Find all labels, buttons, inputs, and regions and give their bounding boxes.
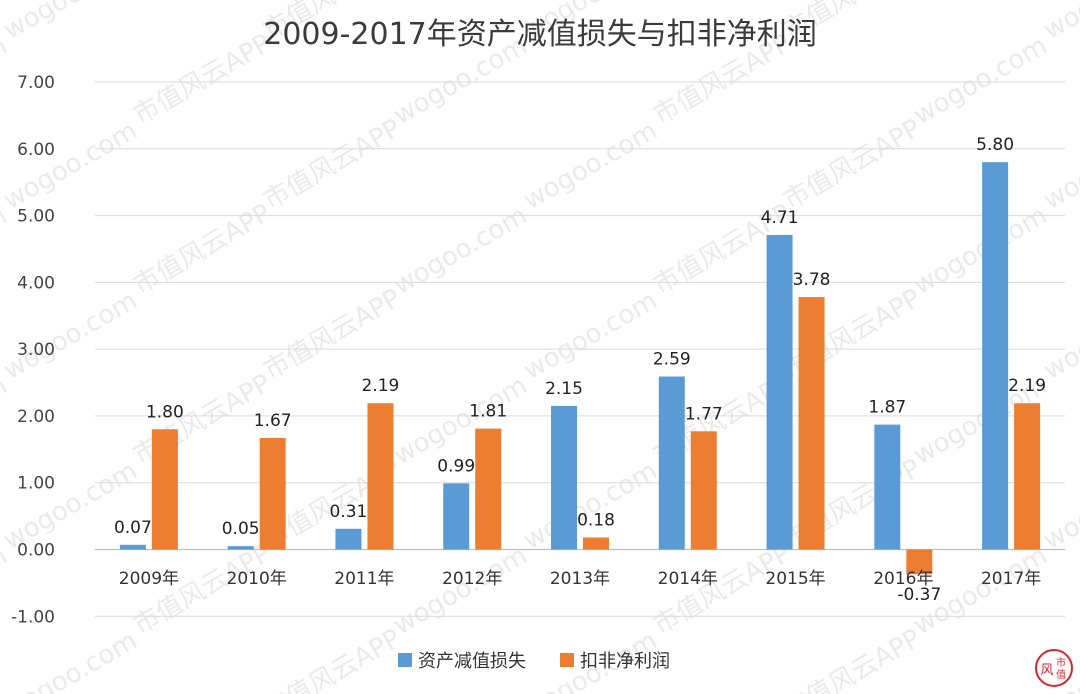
watermark-text: wogoo.com: [1039, 286, 1080, 386]
logo-seal-icon: 风 市 值: [1035, 649, 1073, 687]
bar-asset-impairment: [119, 544, 146, 550]
watermark-text: wogoo.com: [1039, 456, 1080, 556]
legend-swatch-asset-impairment: [398, 653, 412, 667]
bar-net-profit: [475, 428, 502, 550]
watermark-text: wogoo.com: [909, 31, 1053, 131]
svg-text:市: 市: [1056, 656, 1066, 669]
watermark-text: wogoo.com: [0, 31, 12, 131]
data-label: -0.37: [897, 585, 941, 605]
bar-asset-impairment: [227, 546, 254, 550]
watermark-text: wogoo.com: [519, 116, 663, 216]
bar-asset-impairment: [658, 376, 685, 550]
data-label: 0.05: [222, 519, 260, 539]
bar-asset-impairment: [982, 162, 1009, 550]
data-label: 5.80: [976, 135, 1014, 155]
legend-label-net-profit: 扣非净利润: [580, 651, 670, 672]
data-label: 0.18: [577, 510, 615, 530]
bar-net-profit: [798, 297, 825, 550]
x-tick-label: 2015年: [765, 569, 825, 589]
x-tick-label: 2011年: [334, 569, 394, 589]
data-label: 1.77: [685, 404, 723, 424]
data-label: 2.19: [1008, 376, 1046, 396]
data-label: 0.31: [330, 502, 368, 522]
y-tick-label: 3.00: [17, 340, 55, 360]
watermark-text: 市值风云APP: [259, 624, 407, 694]
y-tick-label: 5.00: [17, 207, 55, 227]
watermark-text: wogoo.com: [0, 201, 12, 301]
x-tick-label: 2012年: [442, 569, 502, 589]
bar-net-profit: [1014, 403, 1041, 550]
watermark-text: wogoo.com: [0, 116, 142, 216]
y-tick-label: 6.00: [17, 140, 55, 160]
data-label: 1.80: [146, 402, 184, 422]
svg-text:值: 值: [1056, 668, 1066, 681]
watermark-text: wogoo.com: [1039, 0, 1080, 46]
data-label: 0.07: [114, 518, 152, 538]
legend-swatch-net-profit: [560, 653, 574, 667]
x-tick-label: 2014年: [658, 569, 718, 589]
watermark-text: 市值风云APP: [779, 114, 927, 217]
watermark-text: 市值风云APP: [779, 624, 927, 694]
bar-asset-impairment: [335, 528, 362, 550]
brand-logo: 风 市 值: [1034, 648, 1074, 688]
bar-net-profit: [367, 403, 394, 550]
x-tick-label: 2016年: [873, 569, 933, 589]
bars: [119, 162, 1041, 575]
data-label: 1.87: [868, 398, 906, 418]
y-tick-label: 7.00: [17, 73, 55, 93]
bar-asset-impairment: [443, 483, 470, 550]
watermark-text: wogoo.com: [0, 286, 142, 386]
bar-asset-impairment: [766, 234, 793, 550]
watermark-text: 市值风云APP: [259, 284, 407, 387]
x-tick-label: 2013年: [550, 569, 610, 589]
chart-title: 2009-2017年资产减值损失与扣非净利润: [263, 17, 817, 52]
watermark-text: wogoo.com: [389, 541, 533, 641]
data-labels: 0.07 1.80 0.05 1.67 0.31 2.19 0.99 1.81 2.15 0.18…: [114, 135, 1046, 605]
watermark-text: 市值风云APP: [259, 114, 407, 217]
watermark-text: wogoo.com: [0, 371, 12, 471]
y-axis: -1.00 0.00 1.00 2.00 3.00 4.00 5.00 6.00 7.00: [11, 73, 55, 627]
watermark-text: wogoo.com: [0, 626, 142, 694]
bar-net-profit: [151, 429, 178, 550]
watermark-text: 市值风云APP: [129, 199, 277, 302]
watermark-text: wogoo.com: [519, 286, 663, 386]
bar-net-profit: [259, 437, 286, 550]
x-axis: 2009年 2010年 2011年 2012年 2013年 2014年 2015年 2016年…: [119, 569, 1041, 589]
watermark-text: 市值风云APP: [649, 539, 797, 642]
data-label: 1.67: [254, 411, 292, 431]
data-label: 1.81: [469, 402, 507, 422]
data-label: 0.99: [437, 456, 475, 476]
gridlines: [95, 81, 1065, 617]
y-tick-label: 0.00: [17, 541, 55, 561]
legend-label-asset-impairment: 资产减值损失: [418, 651, 526, 672]
data-label: 3.78: [793, 270, 831, 290]
x-tick-label: 2017年: [981, 569, 1041, 589]
watermark-text: wogoo.com: [1039, 116, 1080, 216]
data-label: 2.19: [362, 376, 400, 396]
watermark-text: 市值风云APP: [129, 539, 277, 642]
y-tick-label: 2.00: [17, 407, 55, 427]
bar-net-profit: [583, 537, 609, 550]
watermark-text: 市值风云APP: [129, 29, 277, 132]
y-tick-label: 1.00: [17, 474, 55, 494]
bar-asset-impairment: [551, 405, 577, 550]
data-label: 2.59: [653, 350, 691, 370]
x-tick-label: 2010年: [227, 569, 287, 589]
data-label: 4.71: [761, 208, 799, 228]
y-tick-label: -1.00: [11, 607, 55, 627]
bar-asset-impairment: [874, 424, 901, 550]
svg-text:风: 风: [1040, 663, 1053, 678]
bar-net-profit: [690, 431, 717, 550]
bar-net-profit: [906, 549, 933, 575]
watermark-text: wogoo.com: [0, 0, 142, 46]
y-tick-label: 4.00: [17, 273, 55, 293]
x-tick-label: 2009年: [119, 569, 179, 589]
data-label: 2.15: [545, 379, 583, 399]
legend: 资产减值损失 扣非净利润: [398, 651, 670, 672]
